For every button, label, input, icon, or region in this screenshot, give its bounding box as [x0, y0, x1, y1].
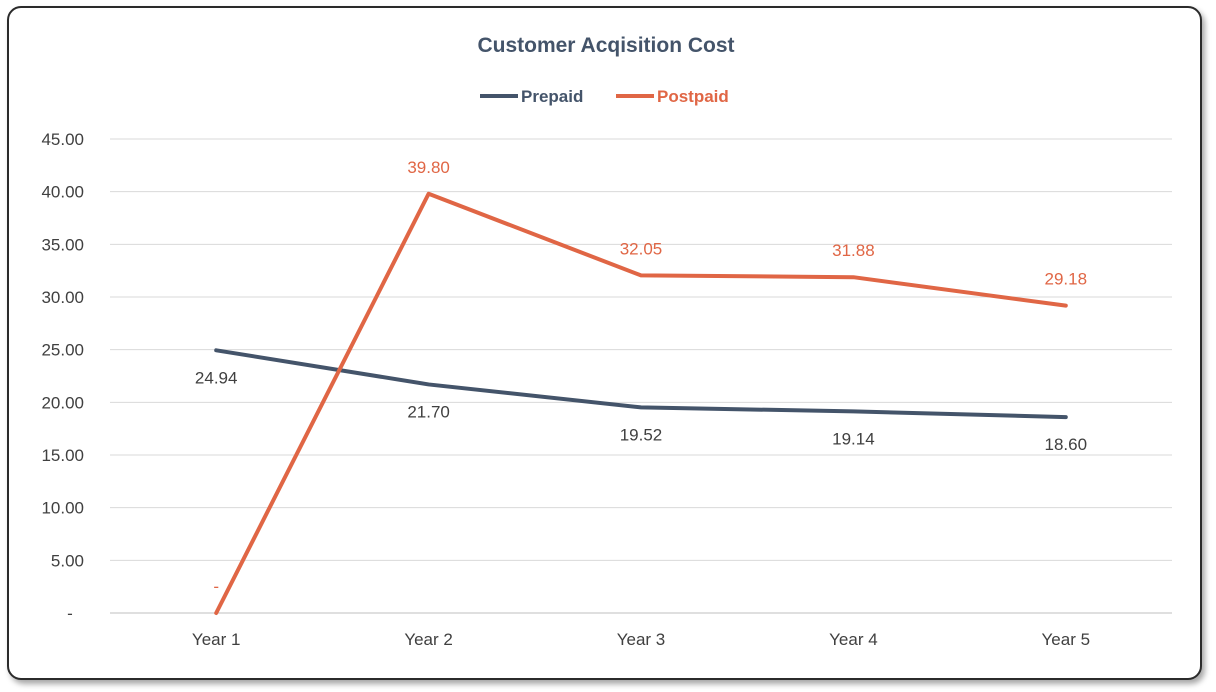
- x-tick-label: Year 5: [1042, 630, 1091, 649]
- data-labels: 24.94 21.70 19.52 19.14 18.60 - 39.80 32.05 31.8…: [195, 158, 1087, 596]
- x-axis-ticks: Year 1 Year 2 Year 3 Year 4 Year 5: [192, 630, 1090, 649]
- series-lines: [214, 191, 1068, 615]
- legend-label-postpaid: Postpaid: [657, 87, 729, 106]
- y-tick-label: 15.00: [41, 446, 84, 465]
- y-tick-label: 10.00: [41, 499, 84, 518]
- y-tick-label: 20.00: [41, 393, 84, 412]
- data-label-postpaid: 39.80: [407, 158, 450, 177]
- chart-frame: [7, 6, 1202, 680]
- chart-title: Customer Acqisition Cost: [477, 34, 734, 57]
- data-label-postpaid: 29.18: [1045, 270, 1088, 289]
- y-tick-label: 45.00: [41, 130, 84, 149]
- y-tick-label: 40.00: [41, 183, 84, 202]
- data-label-prepaid: 18.60: [1045, 435, 1088, 454]
- y-tick-label: 5.00: [51, 551, 84, 570]
- gridlines: [110, 138, 1172, 614]
- x-tick-label: Year 4: [829, 630, 878, 649]
- legend-label-prepaid: Prepaid: [521, 87, 583, 106]
- x-tick-label: Year 3: [617, 630, 666, 649]
- data-label-postpaid: -: [213, 577, 219, 596]
- data-label-prepaid: 19.14: [832, 429, 875, 448]
- data-label-postpaid: 31.88: [832, 241, 875, 260]
- data-label-prepaid: 21.70: [407, 402, 450, 421]
- x-tick-label: Year 2: [404, 630, 453, 649]
- y-tick-label: 30.00: [41, 288, 84, 307]
- y-tick-label: 35.00: [41, 235, 84, 254]
- series-line-prepaid: [214, 348, 1068, 420]
- legend: Prepaid Postpaid: [480, 87, 729, 106]
- y-tick-label: -: [67, 604, 73, 623]
- y-axis-ticks: - 5.00 10.00 15.00 20.00 25.00 30.00 35.00 40.00…: [41, 130, 84, 623]
- data-label-postpaid: 32.05: [620, 239, 663, 258]
- y-tick-label: 25.00: [41, 341, 84, 360]
- x-tick-label: Year 1: [192, 630, 241, 649]
- data-label-prepaid: 19.52: [620, 425, 663, 444]
- series-line-postpaid: [214, 191, 1068, 615]
- data-label-prepaid: 24.94: [195, 368, 238, 387]
